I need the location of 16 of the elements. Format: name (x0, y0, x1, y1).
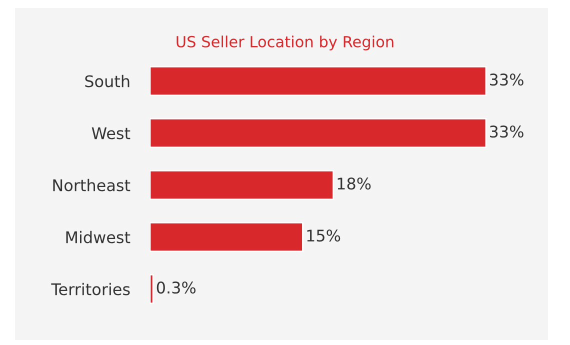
y-tick-label: Territories (51, 282, 130, 296)
data-label: 33% (490, 74, 524, 86)
bar (150, 118, 487, 148)
chart-title: US Seller Location by Region (176, 36, 394, 50)
bar (150, 222, 304, 252)
data-label: 33% (490, 126, 524, 138)
data-label: 15% (307, 230, 340, 242)
data-label: 0.3% (156, 282, 196, 294)
data-label: 18% (338, 178, 371, 190)
bar (150, 170, 334, 200)
y-tick-label: West (92, 127, 130, 140)
y-tick-label: Midwest (66, 230, 130, 244)
y-tick-label: Northeast (53, 178, 130, 192)
y-tick-label: South (85, 74, 130, 88)
bar (150, 66, 487, 96)
bar (150, 274, 154, 304)
